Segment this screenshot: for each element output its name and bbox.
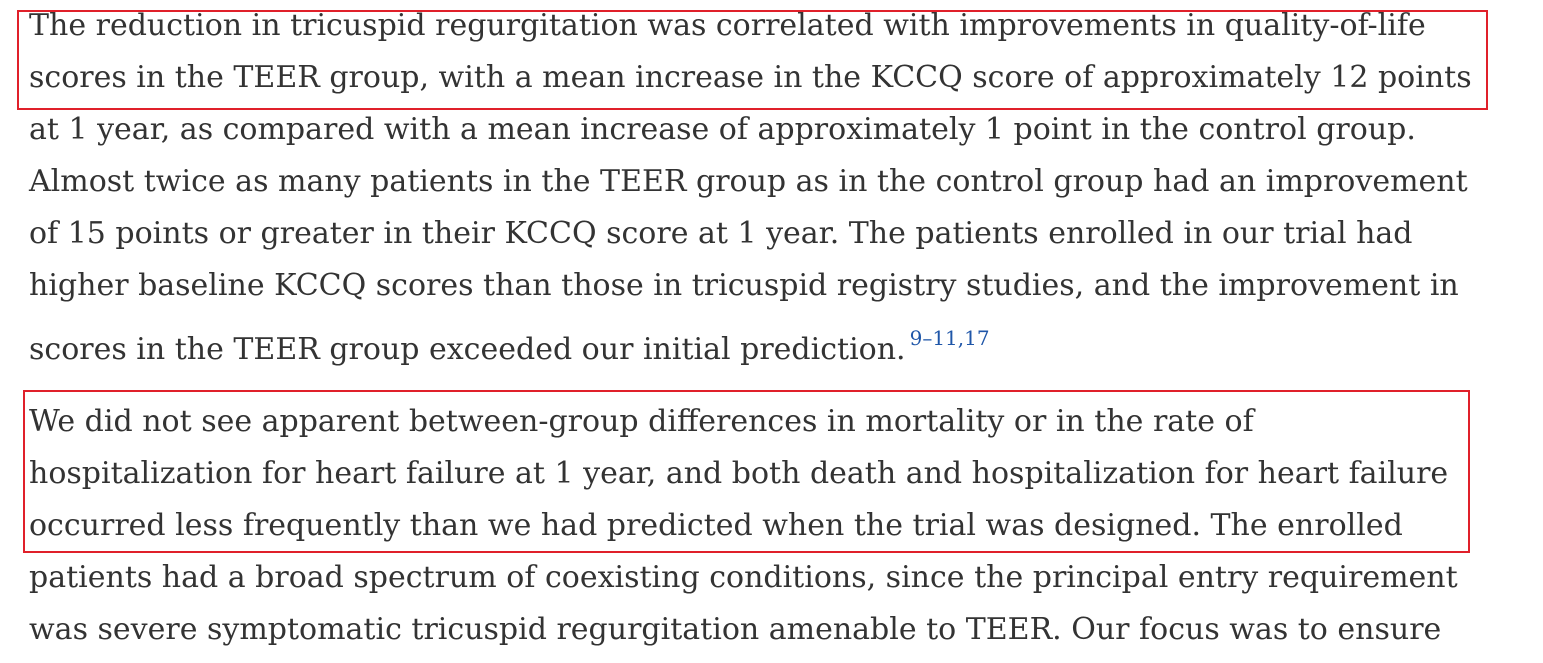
paragraph-1-line-4: Almost twice as many patients in the TEE… [29, 164, 1468, 199]
paragraph-1-line-2: scores in the TEER group, with a mean in… [29, 60, 1472, 95]
paragraph-1-line-7: scores in the TEER group exceeded our in… [29, 312, 990, 367]
paragraph-2-line-4: patients had a broad spectrum of coexist… [29, 560, 1458, 595]
paragraph-1-line-7-text: scores in the TEER group exceeded our in… [29, 332, 906, 367]
paragraph-2-line-1: We did not see apparent between-group di… [29, 404, 1254, 439]
paragraph-2-line-5: was severe symptomatic tricuspid regurgi… [29, 612, 1442, 647]
paragraph-2-line-3: occurred less frequently than we had pre… [29, 508, 1403, 543]
reference-link[interactable]: 9–11,17 [909, 326, 990, 350]
paragraph-1-line-3: at 1 year, as compared with a mean incre… [29, 112, 1416, 147]
paragraph-2-line-2: hospitalization for heart failure at 1 y… [29, 456, 1449, 491]
paragraph-1-line-1: The reduction in tricuspid regurgitation… [29, 8, 1426, 43]
paragraph-1-line-6: higher baseline KCCQ scores than those i… [29, 268, 1459, 303]
paragraph-1-line-5: of 15 points or greater in their KCCQ sc… [29, 216, 1413, 251]
